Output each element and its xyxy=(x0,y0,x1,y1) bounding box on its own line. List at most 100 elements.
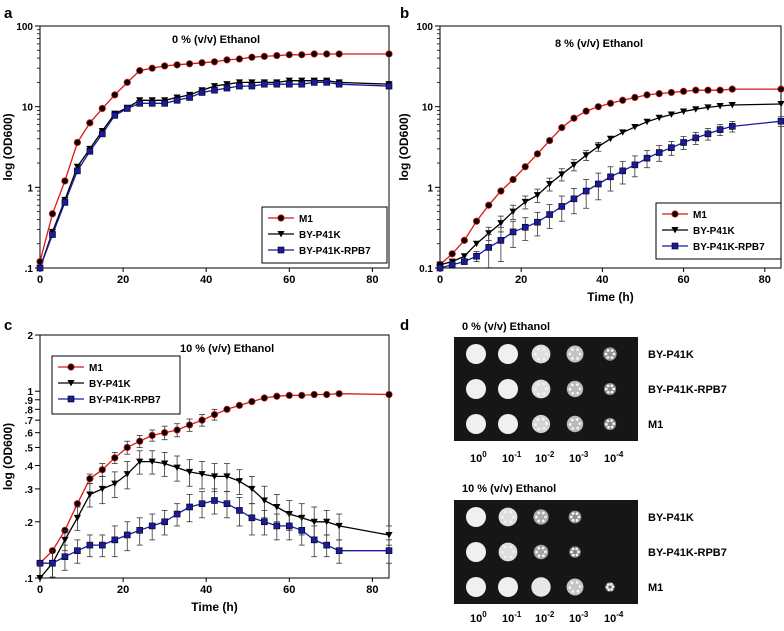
data-point-shape xyxy=(582,187,590,195)
data-point xyxy=(460,236,468,244)
data-point xyxy=(98,485,106,493)
legend-marker xyxy=(67,363,75,371)
colony-spot xyxy=(566,380,584,398)
data-point xyxy=(473,252,480,260)
data-point-shape xyxy=(448,261,456,268)
data-point xyxy=(310,536,318,544)
colony-dot xyxy=(570,550,573,554)
data-point xyxy=(509,175,517,184)
colony-dot xyxy=(500,515,504,519)
data-point xyxy=(123,471,131,478)
series-a-BY-P41K-RPB7 xyxy=(36,79,393,272)
data-point-shape xyxy=(704,86,712,94)
data-point xyxy=(385,50,393,58)
data-point-shape xyxy=(285,391,293,399)
data-point xyxy=(198,416,206,424)
chart-c: 0 20 40 60 80 .1 .2 .3 .4 .5 .6 .7.8.91 2 log (OD600)… xyxy=(1,331,393,614)
data-point-shape xyxy=(777,85,784,93)
data-point xyxy=(777,117,784,125)
data-point-shape xyxy=(534,218,541,226)
colony-spot xyxy=(466,507,486,527)
data-point xyxy=(667,111,675,118)
data-point xyxy=(98,104,106,113)
colony-dot xyxy=(578,422,582,425)
data-point xyxy=(546,136,554,145)
data-point-shape xyxy=(643,118,651,126)
data-point-shape xyxy=(61,553,69,561)
data-point-shape xyxy=(570,114,578,122)
colony-dot xyxy=(576,357,579,360)
data-point-shape xyxy=(198,59,206,67)
data-point xyxy=(61,177,69,185)
colony-dot xyxy=(503,510,507,514)
colony-dot xyxy=(509,545,513,549)
data-point-shape xyxy=(570,161,578,169)
data-point-shape xyxy=(285,51,293,59)
data-point xyxy=(185,421,194,429)
data-point xyxy=(448,261,456,268)
data-point xyxy=(534,218,541,226)
data-point xyxy=(273,392,281,400)
data-point-shape xyxy=(692,106,700,113)
data-point xyxy=(86,147,94,155)
panel-label-b: b xyxy=(400,5,409,22)
data-point xyxy=(261,518,268,526)
strain-label: M1 xyxy=(648,419,663,431)
chart-title-a: 0 % (v/v) Ethanol xyxy=(172,34,260,46)
colony-dot xyxy=(536,357,540,361)
data-point-shape xyxy=(335,50,343,58)
data-point-shape xyxy=(36,559,44,567)
data-point xyxy=(148,64,156,72)
colony-dot xyxy=(575,547,579,551)
data-point-shape xyxy=(582,107,590,115)
data-point-shape xyxy=(111,112,119,119)
data-point xyxy=(285,391,293,399)
data-point xyxy=(136,527,144,534)
data-point-shape xyxy=(161,62,169,70)
colony-dot xyxy=(578,387,582,391)
series-b-BY-P41K xyxy=(436,100,784,269)
legend-label: M1 xyxy=(89,363,103,374)
data-point-shape xyxy=(123,531,131,539)
data-point-shape xyxy=(497,237,505,244)
plate-2: 10 % (v/v) Ethanol BY-P41K BY-P41K-RPB7 M1 1… xyxy=(454,483,727,625)
data-point xyxy=(546,211,553,218)
data-point-shape xyxy=(461,258,468,265)
data-point-shape xyxy=(594,103,602,111)
y-tick-label-c: .1 xyxy=(25,574,34,585)
colony-dot xyxy=(545,422,548,425)
colony-dot xyxy=(571,518,575,522)
data-point-shape xyxy=(558,203,566,210)
y-tick-label-b: 0.1 xyxy=(419,264,433,275)
data-point-shape xyxy=(273,392,281,400)
data-point xyxy=(260,497,268,504)
colony-dot xyxy=(571,391,575,395)
data-point xyxy=(235,401,244,409)
data-point xyxy=(777,100,784,108)
data-point xyxy=(161,429,169,437)
y-tick-label-b: 10 xyxy=(422,103,434,114)
data-point-shape xyxy=(210,410,219,419)
series-line xyxy=(39,80,390,269)
data-point xyxy=(728,85,736,93)
data-point xyxy=(692,106,700,113)
colony-dot xyxy=(570,383,574,387)
data-point-shape xyxy=(485,230,493,237)
data-point-shape xyxy=(273,522,281,530)
colony-spot xyxy=(498,507,518,527)
strain-label: BY-P41K-RPB7 xyxy=(648,384,727,396)
data-point-shape xyxy=(668,144,675,151)
legend-label: BY-P41K-RPB7 xyxy=(89,395,161,406)
colony-dot xyxy=(578,352,582,356)
data-point xyxy=(570,195,578,203)
colony-dot xyxy=(576,391,580,395)
colony-dot xyxy=(534,423,537,426)
data-point xyxy=(558,124,566,132)
data-point-shape xyxy=(323,390,331,399)
legend-label: BY-P41K-RPB7 xyxy=(693,242,765,253)
data-point-shape xyxy=(310,390,318,399)
data-point xyxy=(631,161,639,169)
data-point xyxy=(148,100,156,107)
y-tick-label-b: 1 xyxy=(427,183,433,194)
colony-dot xyxy=(536,347,540,351)
